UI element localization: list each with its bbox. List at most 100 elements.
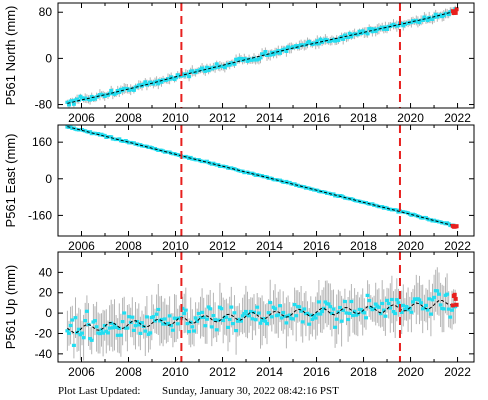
- up-y-axis-label: P561 Up (mm): [3, 265, 18, 350]
- north-data-point: [318, 37, 323, 41]
- up-data-point: [224, 315, 229, 319]
- up-data-point: [122, 311, 127, 315]
- north-data-point: [146, 82, 151, 86]
- up-panel: 2006 2008 2010 2012 2014 2016 2018 2020 2022 40 20…: [3, 251, 475, 379]
- up-data-point: [206, 305, 211, 309]
- north-data-point: [109, 88, 114, 93]
- up-data-point: [346, 317, 351, 322]
- up-data-point: [352, 309, 357, 313]
- east-data-point: [394, 208, 399, 212]
- up-data-point: [153, 319, 157, 323]
- north-data-point: [117, 90, 122, 94]
- north-data-point: [349, 35, 354, 39]
- up-frame: [57, 251, 475, 363]
- north-y-tick-label: 80: [39, 5, 53, 19]
- up-recent-point: [454, 302, 459, 307]
- up-data-point: [425, 308, 430, 312]
- up-x-tick-label: 2006: [68, 365, 95, 379]
- north-data-point: [159, 80, 164, 84]
- up-y-tick-label: -20: [35, 326, 53, 340]
- up-data-point: [144, 315, 149, 319]
- up-data-point: [417, 298, 422, 302]
- up-data-point: [342, 299, 347, 304]
- up-data-point: [441, 307, 446, 311]
- up-data-point: [143, 329, 148, 333]
- north-data-point: [67, 103, 71, 107]
- north-data-point: [204, 65, 209, 69]
- up-data-point: [109, 321, 114, 325]
- up-data-point: [73, 316, 78, 320]
- up-data-point: [305, 311, 310, 315]
- up-data-point: [227, 317, 232, 322]
- up-data-point: [383, 314, 388, 318]
- up-data-point: [263, 319, 268, 323]
- up-data-point: [411, 300, 415, 304]
- up-data-point: [195, 319, 200, 323]
- east-data-point: [102, 133, 107, 138]
- north-data-point: [263, 50, 268, 54]
- east-data-point: [88, 130, 93, 134]
- up-data-point: [450, 308, 454, 312]
- up-data-point: [276, 313, 281, 317]
- up-data-point: [419, 301, 424, 305]
- north-x-tick-label: 2006: [68, 111, 95, 125]
- up-data-point: [131, 328, 136, 332]
- up-model-line: [67, 299, 456, 334]
- up-data-point: [106, 331, 110, 335]
- up-data-point: [80, 331, 84, 335]
- up-recent-point: [453, 296, 458, 301]
- up-data-point: [381, 308, 386, 312]
- up-data-point: [339, 319, 344, 323]
- north-data-point: [172, 77, 177, 81]
- north-data-point: [446, 12, 451, 17]
- north-data-point: [360, 29, 365, 33]
- up-data-point: [334, 317, 339, 321]
- up-data-point: [70, 318, 75, 322]
- up-data-point: [362, 311, 367, 315]
- north-data-point: [250, 58, 255, 62]
- north-data-point: [107, 92, 112, 96]
- up-data-point: [316, 300, 321, 304]
- up-data-point: [242, 312, 247, 316]
- up-data-point: [299, 309, 304, 313]
- up-data-point: [281, 310, 286, 315]
- up-data-point: [247, 314, 252, 318]
- up-data-point: [321, 306, 326, 310]
- east-recent-point: [454, 224, 459, 229]
- up-data-point: [394, 298, 399, 302]
- up-data-point: [125, 326, 130, 330]
- up-data-point: [135, 320, 140, 324]
- up-data-point: [269, 315, 274, 319]
- up-y-tick-label: -40: [35, 347, 53, 361]
- up-data-point: [216, 318, 221, 322]
- north-data-point: [274, 51, 279, 55]
- north-data-point: [78, 94, 83, 98]
- east-y-tick-label: -160: [28, 208, 52, 222]
- up-data-point: [88, 337, 93, 341]
- north-x-tick-label: 2014: [256, 111, 283, 125]
- north-data-point: [347, 31, 352, 35]
- north-recent-point: [454, 7, 459, 12]
- up-data-point: [326, 302, 331, 306]
- east-x-tick-label: 2010: [162, 239, 189, 253]
- up-data-point: [175, 322, 180, 326]
- up-data-point: [250, 317, 255, 321]
- up-data-point: [378, 312, 383, 316]
- north-data-point: [213, 66, 218, 70]
- up-data-point: [435, 289, 440, 293]
- footer-timestamp: Sunday, January 30, 2022 08:42:16 PST: [162, 385, 339, 397]
- up-data-point: [349, 299, 354, 304]
- east-x-tick-label: 2006: [68, 239, 95, 253]
- up-data-point: [333, 325, 338, 329]
- north-model-line: [67, 10, 456, 104]
- up-data-point: [138, 331, 143, 335]
- north-data-point: [294, 44, 299, 48]
- up-data-point: [89, 338, 94, 342]
- north-data-point: [368, 27, 373, 31]
- east-y-axis-label: P561 East (mm): [3, 134, 18, 228]
- up-data-point: [284, 321, 289, 325]
- north-data-point: [115, 89, 120, 93]
- up-data-point: [68, 323, 73, 328]
- up-data-point: [110, 326, 115, 330]
